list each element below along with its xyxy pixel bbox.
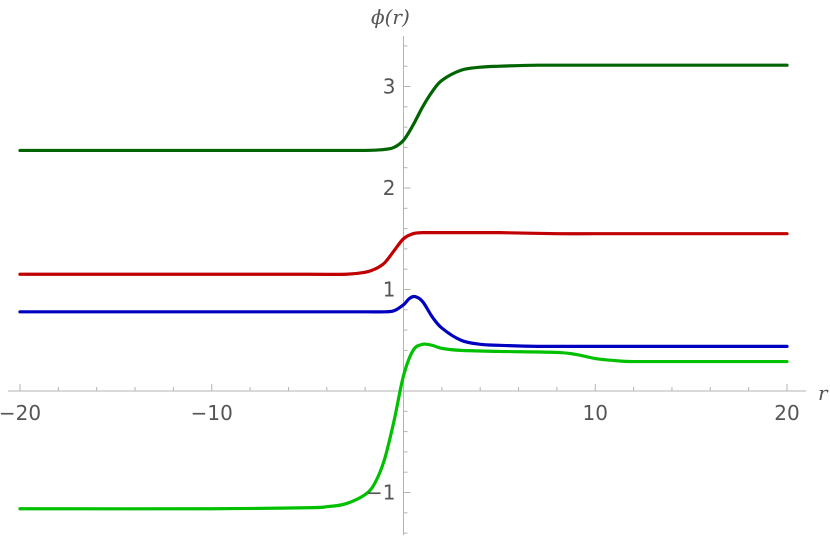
chart-ticks <box>19 45 788 534</box>
series-line-4 <box>18 342 789 511</box>
y-tick-label: −1 <box>366 481 395 505</box>
x-tick-label: 20 <box>774 401 799 425</box>
x-axis-title: r <box>818 381 829 405</box>
x-tick-label: 10 <box>583 401 608 425</box>
x-tick-label: −10 <box>191 401 233 425</box>
y-tick-label: 2 <box>383 176 396 200</box>
series-line-3 <box>18 294 789 349</box>
series-line-2 <box>18 230 789 277</box>
chart-series-lines <box>18 63 789 511</box>
chart-tick-labels: −20 −10 10 20 −1 1 2 3 <box>0 75 800 505</box>
x-tick-label: −20 <box>0 401 41 425</box>
y-tick-label: 3 <box>383 75 396 99</box>
chart-axes <box>8 36 806 535</box>
series-line-1 <box>18 63 789 153</box>
y-tick-label: 1 <box>383 278 396 302</box>
y-axis-title: ϕ(r) <box>371 5 410 29</box>
